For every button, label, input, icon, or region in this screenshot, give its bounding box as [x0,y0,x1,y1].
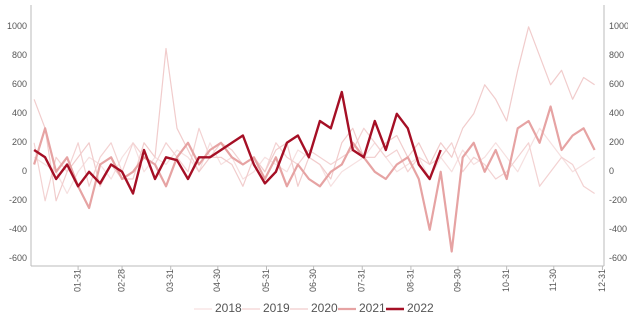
line-series [33,90,442,195]
y-tick-label: 600 [12,79,27,89]
x-tick-label: 04-30 [212,269,222,292]
x-tick-label: 07-31 [357,269,367,292]
x-tick-label: 06-30 [308,269,318,292]
y2-tick-label: -200 [609,195,627,205]
y-tick-label: -400 [9,224,27,234]
y2-tick-label: 600 [609,79,624,89]
x-tick-label: 02-28 [116,269,126,292]
legend-label: 2019 [263,301,290,315]
y-tick-label: -200 [9,195,27,205]
legend-label: 2018 [215,301,242,315]
y-tick-label: 800 [12,50,27,60]
x-tick-label: 09-30 [452,269,462,292]
x-tick-label: 10-31 [501,269,511,292]
y2-tick-label: 0 [609,166,614,176]
x-tick-label: 12-31 [597,269,607,292]
line-series [33,26,595,202]
y2-tick-label: -600 [609,253,627,263]
y-tick-label: 400 [12,108,27,118]
y-tick-label: 200 [12,137,27,147]
y-tick-label: -600 [9,253,27,263]
x-tick-label: 08-31 [405,269,415,292]
x-tick-label: 05-31 [261,269,271,292]
y2-tick-label: 400 [609,108,624,118]
y2-tick-label: 800 [609,50,624,60]
y-tick-label: 1000 [7,21,27,31]
x-tick-label: 03-31 [165,269,175,292]
y-tick-label: 0 [22,166,27,176]
y2-tick-label: 1000 [609,21,628,31]
line-series [33,127,595,202]
legend-label: 2022 [407,301,434,315]
x-tick-label: 11-30 [548,269,558,291]
y2-tick-label: -400 [609,224,627,234]
legend-label: 2021 [359,301,386,315]
legend-label: 2020 [311,301,338,315]
x-tick-label: 01-31 [72,269,82,292]
y2-tick-label: 200 [609,137,624,147]
line-series [33,105,596,253]
